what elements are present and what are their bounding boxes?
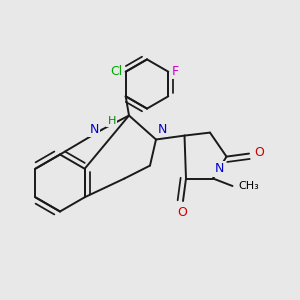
Text: Cl: Cl [110, 64, 123, 78]
Text: O: O [178, 206, 187, 219]
Text: H: H [107, 116, 116, 126]
Text: CH₃: CH₃ [238, 181, 259, 191]
Text: N: N [90, 123, 99, 136]
Text: O: O [254, 146, 264, 160]
Text: N: N [158, 123, 167, 136]
Text: N: N [214, 163, 224, 176]
Text: F: F [171, 64, 178, 78]
